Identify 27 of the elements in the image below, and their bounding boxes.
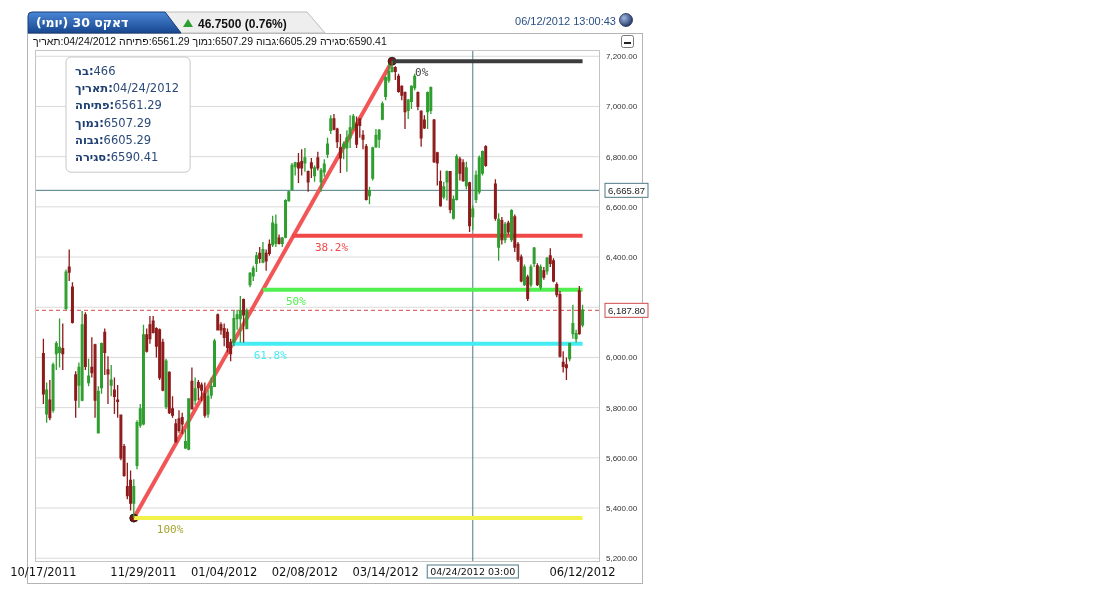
text: 06/12/2012 13:00:43	[515, 15, 616, 27]
x-tick-label: 11/29/2011	[110, 565, 177, 579]
x-tick-label: 04/24/2012 03:00	[430, 566, 516, 577]
x-tick-label: 06/12/2012	[549, 565, 616, 579]
y-tick-label: 7,200.00	[606, 52, 638, 62]
y-tick-label: 5,200.00	[606, 554, 638, 564]
y-tick-label: 7,000.00	[606, 102, 638, 112]
series-label: 100%	[156, 523, 184, 537]
y-tick-label: 6,600.00	[606, 202, 638, 212]
series-label: 38.2%	[314, 240, 349, 254]
y-tick-label: 6,400.00	[606, 253, 638, 263]
y-tick-label: 6,000.00	[606, 353, 638, 363]
y-tick-label: 5,800.00	[606, 403, 638, 413]
y-tick-label: 5,600.00	[606, 453, 638, 463]
series-label: 0%	[415, 66, 429, 80]
x-tick-label: 02/08/2012	[271, 565, 339, 579]
y-tick-label: 6,800.00	[606, 152, 638, 162]
chart-title: דאקס 30 (יומי)	[36, 15, 129, 30]
x-tick-label: 03/14/2012	[352, 565, 419, 579]
series-label: 61.8%	[253, 348, 288, 362]
x-tick-label: 10/17/2011	[10, 565, 77, 579]
y-tick-label: 5,400.00	[606, 504, 638, 514]
series-label: 50%	[285, 294, 307, 308]
ref-line-label: 6,665.87	[608, 184, 645, 196]
ref-line-label: 6,187.80	[608, 304, 645, 316]
text: 46.7500 (0.76%)	[198, 17, 287, 31]
x-tick-label: 01/04/2012	[191, 565, 258, 579]
